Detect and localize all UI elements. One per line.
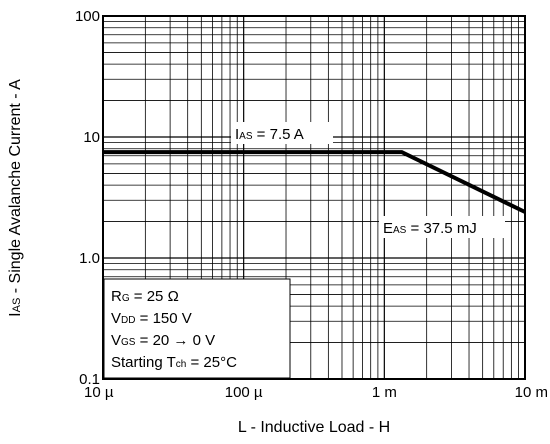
y-tick-label: 10 [83,129,100,146]
series-line [103,150,526,214]
y-tick-label: 1.0 [79,250,100,267]
x-tick-label: 10 m [515,384,548,401]
x-tick-label: 10 µ [84,384,114,401]
x-axis-label: L - Inductive Load - H [238,419,390,436]
eas-annotation: EAS = 37.5 mJ [379,216,505,238]
plot-frame [102,15,526,380]
x-tick-labels: 10 µ 100 µ 1 m 10 m [84,384,548,401]
svg-text:RG = 25 Ω: RG = 25 Ω [111,288,179,305]
y-tick-label: 0.1 [79,371,100,388]
y-axis-label: IAS - Single Avalanche Current - A [7,79,24,317]
x-tick-label: 100 µ [225,384,263,401]
svg-text:VDD = 150 V: VDD = 150 V [111,310,192,327]
y-tick-labels: 0.1 1.0 10 100 [75,8,100,388]
svg-text:VGS = 20 → 0 V: VGS = 20 → 0 V [111,332,215,349]
x-tick-label: 1 m [372,384,397,401]
series-group [103,150,526,214]
svg-text:EAS = 37.5 mJ: EAS = 37.5 mJ [383,220,477,237]
conditions-box: RG = 25 Ω VDD = 150 V VGS = 20 → 0 V Sta… [103,278,291,379]
svg-text:IAS = 7.5 A: IAS = 7.5 A [235,126,304,143]
ias-annotation: IAS = 7.5 A [231,122,333,144]
y-tick-label: 100 [75,8,100,25]
svg-text:Starting Tch = 25°C: Starting Tch = 25°C [111,354,237,371]
